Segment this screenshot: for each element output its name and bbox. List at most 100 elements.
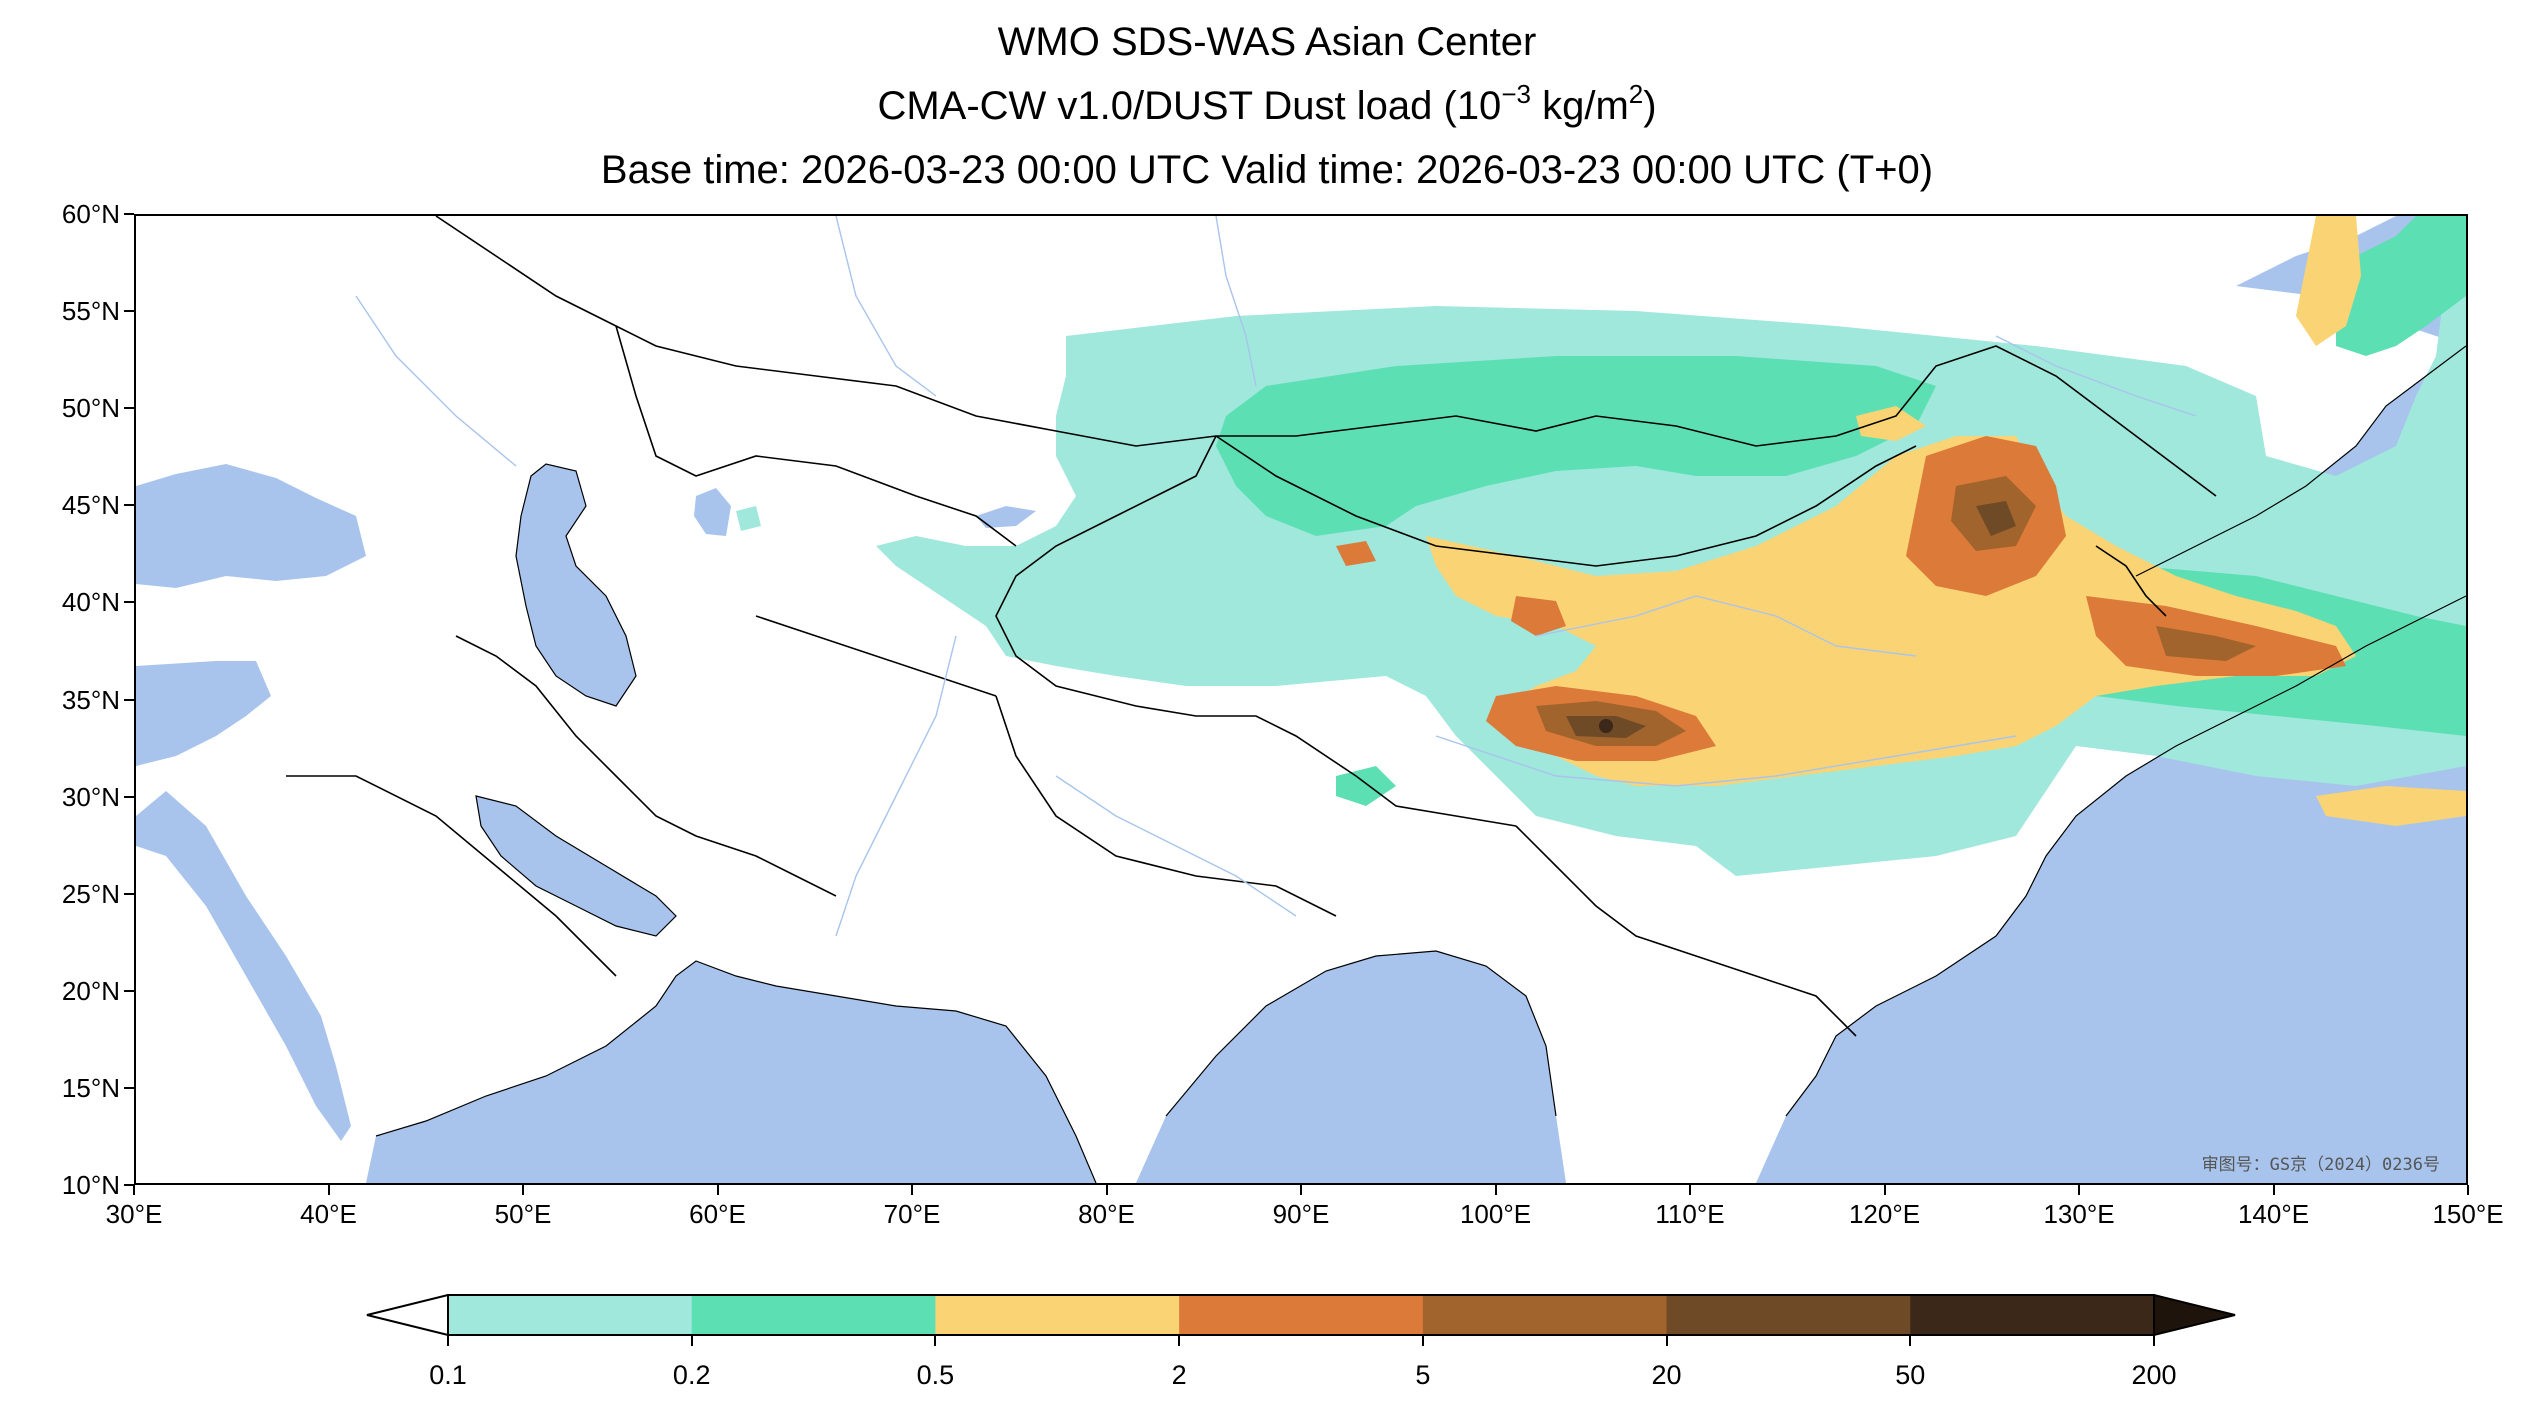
title-suffix: ): [1643, 84, 1657, 128]
x-tick-mark: [522, 1185, 524, 1195]
map-canvas: [136, 216, 2466, 1183]
red-sea: [136, 791, 351, 1141]
colorbar-tick: [690, 1336, 693, 1346]
colorbar-tick: [1421, 1336, 1424, 1346]
x-tick-mark: [716, 1185, 719, 1195]
x-tick-label: 40°E: [300, 1199, 357, 1229]
x-tick-mark: [1105, 1185, 1108, 1195]
colorbar-level-label: 0.1: [429, 1360, 467, 1390]
y-tick-label: 15°N: [61, 1072, 120, 1103]
x-tick-label: 60°E: [689, 1199, 746, 1229]
y-tick-label: 55°N: [61, 296, 120, 327]
x-tick-mark: [1494, 1185, 1497, 1195]
colorbar-level-label: 2: [1171, 1360, 1187, 1390]
persian-gulf: [476, 796, 676, 936]
caspian-sea: [516, 464, 636, 706]
colorbar-segment: [1422, 1295, 1668, 1335]
colorbar-tick: [1909, 1336, 1912, 1346]
x-tick-mark: [2078, 1185, 2080, 1195]
river-volga: [355, 295, 517, 467]
title-exponent-2: 2: [1628, 79, 1644, 109]
dust-contour-2-d: [1511, 596, 1566, 636]
y-tick-label: 45°N: [61, 490, 120, 521]
x-tick-mark: [911, 1185, 913, 1195]
y-tick-label: 30°N: [61, 781, 120, 812]
dust-contour-20-b: [1976, 501, 2016, 536]
border-mongolia: [1215, 435, 1917, 567]
colorbar: [366, 1294, 2236, 1336]
x-tick-label: 110°E: [1655, 1199, 1725, 1229]
y-tick-mark: [124, 795, 134, 798]
river-ganges: [1055, 775, 1297, 917]
coastline-japan-sea: [2135, 345, 2466, 577]
colorbar-segment: [1910, 1295, 2155, 1335]
x-tick-label: 140°E: [2237, 1199, 2310, 1229]
river-indus: [835, 635, 957, 937]
dust-contour-2-e: [1336, 541, 1376, 566]
colorbar-tick: [1178, 1336, 1181, 1346]
x-tick-label: 100°E: [1459, 1199, 1532, 1229]
y-tick-label: 25°N: [61, 878, 120, 909]
river-yellow: [1535, 595, 1917, 657]
colorbar-level-label: 200: [2131, 1360, 2177, 1390]
black-sea: [136, 464, 366, 588]
colorbar-segment: [691, 1295, 936, 1335]
y-tick-label: 50°N: [61, 393, 120, 424]
dust-contour-0-2-d: [1336, 766, 1396, 806]
colorbar-segment: [935, 1295, 1180, 1335]
x-tick-label: 150°E: [2432, 1199, 2504, 1229]
border-afghanistan: [755, 615, 997, 697]
border-korea: [2095, 545, 2167, 617]
x-tick-label: 50°E: [494, 1199, 552, 1229]
x-tick-label: 80°E: [1078, 1199, 1135, 1229]
rivers-layer: [355, 216, 2197, 937]
colorbar-extend-under: [366, 1294, 449, 1336]
dust-contour-0-1-b: [1091, 606, 1141, 646]
title-line-2: CMA-CW v1.0/DUST Dust load (10−3 kg/m2): [0, 79, 2534, 130]
x-tick-label: 120°E: [1848, 1199, 1921, 1229]
title-unit: kg/m: [1530, 84, 1629, 128]
x-tick-mark: [1300, 1185, 1302, 1195]
x-tick-mark: [2467, 1185, 2469, 1195]
borders-layer: [286, 216, 2217, 1037]
border-russia-south: [435, 216, 2217, 497]
y-tick-label: 60°N: [61, 199, 120, 229]
dust-contour-5-c: [2156, 626, 2256, 661]
y-tick-mark: [124, 698, 134, 701]
border-china-west: [995, 435, 1517, 827]
x-tick-mark: [1883, 1185, 1886, 1195]
border-saudi: [286, 775, 617, 977]
river-ob: [835, 216, 937, 397]
dust-contour-0-2-c: [2336, 216, 2466, 356]
colorbar-segment: [1666, 1295, 1911, 1335]
y-tick-mark: [124, 504, 134, 507]
colorbar-level-label: 0.5: [916, 1360, 955, 1390]
colorbar-segment: [448, 1295, 693, 1335]
y-tick-mark: [124, 989, 134, 992]
y-tick-label: 35°N: [61, 684, 120, 715]
x-tick-mark: [133, 1185, 135, 1195]
x-tick-label: 30°E: [105, 1199, 163, 1229]
colorbar-tick: [447, 1336, 449, 1346]
dust-layer: [736, 216, 2466, 876]
border-india: [995, 695, 1337, 917]
x-tick-mark: [327, 1185, 330, 1195]
coastline-layer: [375, 345, 2466, 1183]
colorbar-level-label: 0.2: [672, 1360, 711, 1390]
dust-contour-50: [1599, 719, 1613, 733]
border-iran: [455, 635, 837, 897]
river-yangtze: [1435, 735, 2017, 787]
review-number: 审图号：GS京（2024）0236号: [2201, 1155, 2440, 1175]
arabian-sea: [366, 961, 1096, 1183]
map-panel: 审图号：GS京（2024）0236号: [134, 214, 2468, 1185]
x-tick-mark: [1689, 1185, 1691, 1195]
x-tick-mark: [2272, 1185, 2275, 1195]
y-tick-mark: [124, 892, 134, 895]
y-tick-mark: [124, 601, 134, 604]
y-tick-mark: [124, 407, 134, 410]
colorbar-frame: [447, 1294, 2155, 1336]
aral-sea: [694, 488, 731, 536]
coastline-caspian: [515, 463, 637, 707]
title-exponent-1: −3: [1501, 79, 1531, 109]
coastline-persian-gulf: [475, 795, 677, 937]
